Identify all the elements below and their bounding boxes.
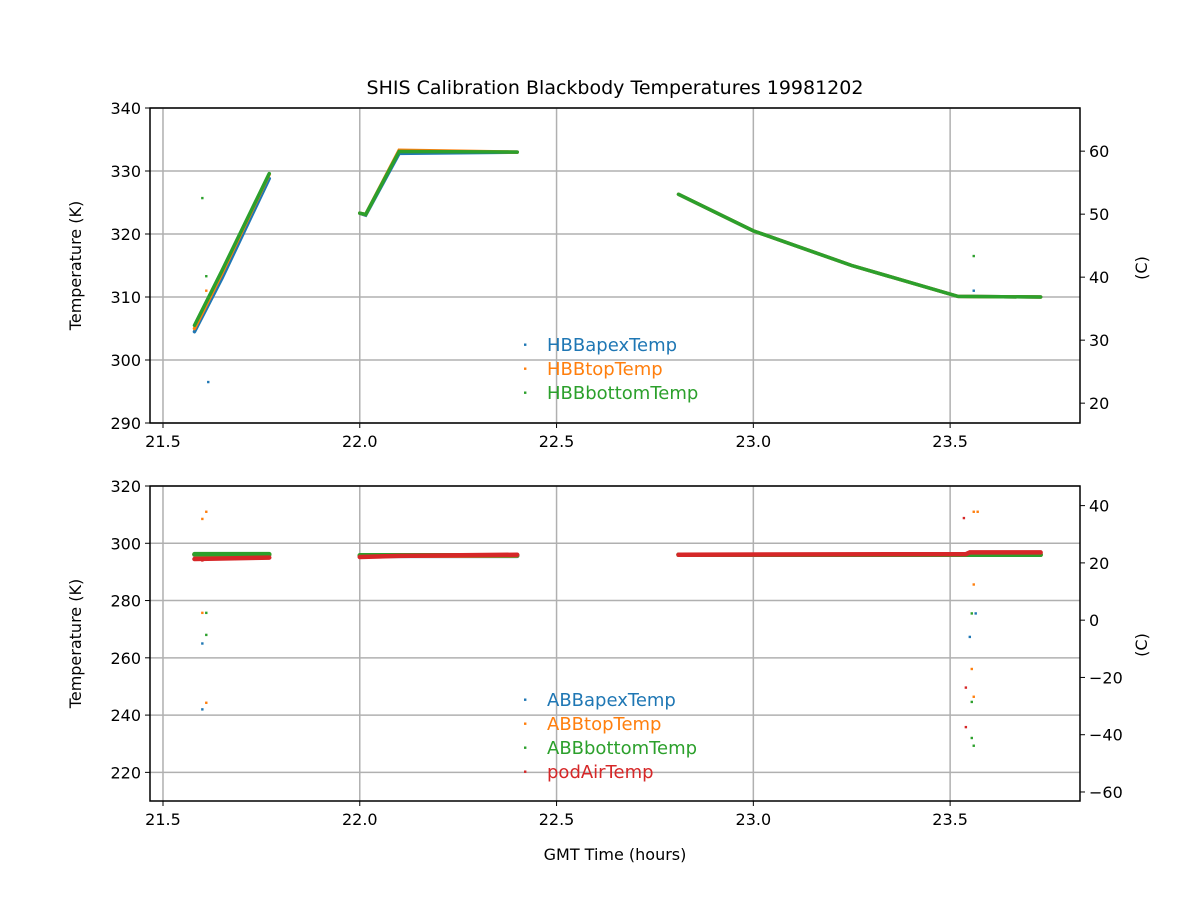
y-tick-label: 340 [110, 99, 141, 118]
chart-title: SHIS Calibration Blackbody Temperatures … [367, 77, 864, 99]
y-axis-label: Temperature (K) [66, 579, 85, 709]
series-HBBbottomTemp-segment [192, 171, 272, 328]
x-tick-label: 21.5 [145, 810, 181, 829]
y-tick-label: 300 [110, 351, 141, 370]
x-tick-label: 23.0 [736, 810, 772, 829]
series-ABBbottomTemp-point [972, 744, 975, 747]
series-ABBtopTemp-point [205, 510, 208, 513]
y-right-tick-label: 20 [1089, 394, 1109, 413]
series-HBBbottomTemp-segment [358, 149, 519, 217]
series-podAirTemp-point [201, 559, 204, 562]
y-right-tick-label: 60 [1089, 142, 1109, 161]
y-right-tick-label: 20 [1089, 554, 1109, 573]
series-ABBbottomTemp-point [970, 612, 973, 615]
legend-label: ABBbottomTemp [547, 738, 697, 759]
legend-label: HBBapexTemp [547, 335, 677, 356]
legend-label: podAirTemp [547, 762, 654, 783]
series-ABBtopTemp-point [201, 517, 204, 521]
legend-marker [524, 391, 527, 394]
legend-marker [524, 746, 527, 749]
x-tick-label: 22.5 [539, 810, 575, 829]
y-right-axis-label: (C) [1132, 633, 1151, 657]
y-right-tick-label: −60 [1089, 783, 1123, 802]
series-ABBtopTemp-point [970, 667, 973, 671]
x-axis-label: GMT Time (hours) [544, 845, 687, 864]
legend-label: HBBbottomTemp [547, 383, 698, 404]
series-HBBbottomTemp-point [205, 275, 208, 278]
legend-label: HBBtopTemp [547, 359, 663, 380]
series-ABBtopTemp-point [972, 695, 975, 698]
series-HBBapexTemp-point [972, 289, 975, 292]
series-ABBtopTemp-point [972, 583, 975, 586]
y-tick-label: 280 [110, 592, 141, 611]
legend-marker [524, 367, 527, 370]
y-right-tick-label: 30 [1089, 331, 1109, 350]
y-right-tick-label: 0 [1089, 611, 1099, 630]
data-layer [192, 510, 1043, 747]
series-ABBtopTemp-point [205, 701, 208, 704]
x-tick-label: 23.0 [736, 432, 772, 451]
data-layer [192, 148, 1043, 384]
series-ABBbottomTemp-point [970, 736, 973, 740]
series-podAirTemp-point [964, 686, 968, 689]
y-tick-label: 300 [110, 534, 141, 553]
series-podAirTemp-segment [192, 555, 272, 562]
series-podAirTemp-point [964, 725, 968, 729]
y-right-axis-label: (C) [1132, 256, 1151, 280]
series-HBBbottomTemp-point [972, 254, 975, 258]
series-ABBbottomTemp-point [970, 700, 973, 704]
y-tick-label: 220 [110, 763, 141, 782]
series-podAirTemp-segment [357, 552, 520, 560]
series-ABBtopTemp-point [976, 510, 979, 513]
x-tick-label: 21.5 [145, 432, 181, 451]
series-ABBtopTemp-point [201, 611, 204, 615]
y-tick-label: 260 [110, 649, 141, 668]
series-HBBtopTemp-point [205, 289, 208, 292]
series-HBBbottomTemp-segment [676, 192, 1043, 299]
series-ABBbottomTemp-point [205, 611, 208, 615]
y-tick-label: 240 [110, 706, 141, 725]
x-tick-label: 23.5 [932, 432, 968, 451]
axes-frame [149, 107, 1081, 424]
series-ABBapexTemp-point [968, 635, 972, 639]
x-tick-label: 22.5 [539, 432, 575, 451]
y-tick-label: 330 [110, 162, 141, 181]
axes-2: 21.5 22.0 22.5 23.0 23.5 220 240 260 280 300 320 −6… [66, 477, 1151, 864]
legend-label: ABBtopTemp [547, 714, 661, 735]
series-HBBtopTemp-segment [676, 192, 1043, 299]
series-podAirTemp-point [962, 516, 966, 520]
series-HBBapexTemp-point [207, 380, 210, 384]
x-tick-label: 22.0 [342, 432, 378, 451]
x-tick-label: 23.5 [932, 810, 968, 829]
axes-1: 21.5 22.0 22.5 23.0 23.5 290 300 310 320 330 340 20… [66, 77, 1151, 451]
series-ABBapexTemp-point [974, 612, 977, 615]
legend-marker [524, 770, 527, 773]
series-ABBapexTemp-point [201, 642, 204, 645]
legend-marker [524, 722, 527, 725]
series-HBBbottomTemp-point [201, 196, 204, 200]
axes-frame [149, 485, 1081, 802]
y-tick-label: 320 [110, 477, 141, 496]
y-tick-label: 290 [110, 414, 141, 433]
series-ABBbottomTemp-point [205, 633, 208, 637]
series-HBBapexTemp-segment [676, 192, 1043, 299]
y-right-tick-label: −20 [1089, 668, 1123, 687]
y-right-tick-label: 50 [1089, 205, 1109, 224]
y-axis-label: Temperature (K) [66, 201, 85, 331]
y-right-tick-label: 40 [1089, 497, 1109, 516]
y-tick-label: 320 [110, 225, 141, 244]
series-ABBapexTemp-point [201, 708, 204, 711]
series-podAirTemp-segment [676, 550, 1043, 557]
x-tick-label: 22.0 [342, 810, 378, 829]
legend-marker [524, 698, 527, 701]
y-right-tick-label: 40 [1089, 268, 1109, 287]
y-right-tick-label: −40 [1089, 726, 1123, 745]
series-ABBtopTemp-point [972, 510, 975, 513]
legend-label: ABBapexTemp [547, 690, 676, 711]
legend-marker [524, 343, 527, 346]
y-tick-label: 310 [110, 288, 141, 307]
